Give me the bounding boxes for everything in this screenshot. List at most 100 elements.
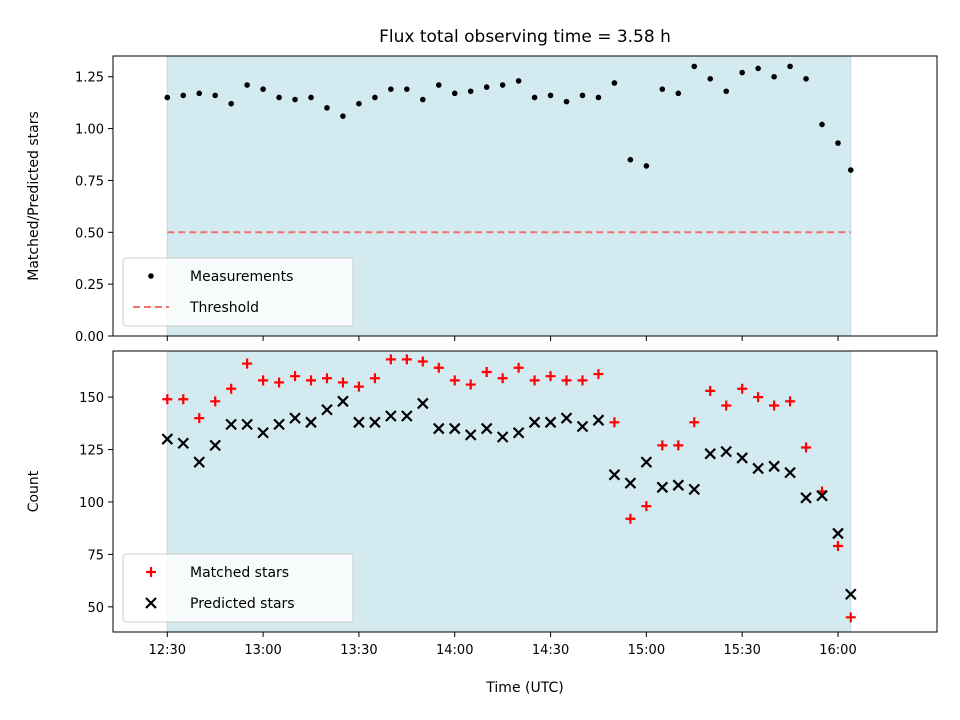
data-point xyxy=(832,527,844,540)
data-point xyxy=(689,417,700,428)
data-point xyxy=(656,481,669,494)
y-tick-label: 0.75 xyxy=(75,174,104,189)
y-tick-label: 150 xyxy=(79,391,104,406)
data-point xyxy=(306,375,317,386)
data-point xyxy=(787,63,793,70)
legend-label: Matched stars xyxy=(190,565,289,581)
data-point xyxy=(672,479,685,491)
data-point xyxy=(194,413,205,424)
data-point xyxy=(659,86,666,92)
data-point xyxy=(161,433,174,445)
data-point xyxy=(673,440,684,451)
data-point xyxy=(784,466,796,479)
data-point xyxy=(305,416,317,429)
data-point xyxy=(531,94,538,101)
data-point xyxy=(707,76,714,82)
data-point xyxy=(563,98,570,105)
data-point xyxy=(273,418,285,431)
data-point xyxy=(369,373,380,384)
series-measurements xyxy=(164,63,854,173)
data-point xyxy=(768,460,780,473)
data-point xyxy=(560,412,573,424)
data-point xyxy=(512,427,525,439)
data-point xyxy=(625,513,636,524)
y-tick-label: 1.25 xyxy=(75,71,104,86)
data-point xyxy=(464,429,477,441)
data-point xyxy=(274,377,285,388)
data-point xyxy=(595,94,602,101)
data-point xyxy=(785,396,796,407)
legend-box xyxy=(122,553,354,623)
data-point xyxy=(432,422,445,435)
data-point xyxy=(225,418,237,431)
data-point xyxy=(545,371,556,382)
data-point xyxy=(353,416,365,429)
data-point xyxy=(643,163,650,169)
data-point xyxy=(705,385,716,396)
legend-label: Threshold xyxy=(189,300,259,316)
data-point xyxy=(337,377,348,388)
data-point xyxy=(640,456,653,468)
data-point xyxy=(529,375,540,386)
data-point xyxy=(593,369,604,380)
data-point xyxy=(769,400,780,411)
data-point xyxy=(417,397,429,410)
data-point xyxy=(276,94,282,101)
data-point xyxy=(624,477,637,489)
data-point xyxy=(241,418,253,431)
data-point xyxy=(369,416,381,429)
data-point xyxy=(579,92,586,99)
data-point xyxy=(385,354,396,365)
y-tick-label: 0.00 xyxy=(75,330,104,345)
data-point xyxy=(404,86,410,92)
data-point xyxy=(832,541,843,552)
data-point xyxy=(800,492,812,504)
legend: Measurements Threshold xyxy=(122,257,354,327)
data-point xyxy=(433,362,444,373)
x-tick-label: 15:30 xyxy=(723,643,760,658)
data-point xyxy=(340,113,346,119)
data-point xyxy=(209,439,221,452)
data-point xyxy=(417,356,428,367)
data-point xyxy=(499,82,506,88)
data-point xyxy=(480,422,493,435)
data-point xyxy=(212,92,219,99)
data-point xyxy=(544,416,557,429)
data-point xyxy=(496,431,509,443)
data-point xyxy=(257,427,269,439)
data-point xyxy=(228,100,234,107)
data-point xyxy=(483,84,490,90)
data-point xyxy=(226,383,237,394)
data-point xyxy=(515,78,522,84)
data-point xyxy=(819,121,825,128)
y-tick-label: 100 xyxy=(79,496,104,511)
data-point xyxy=(577,375,588,386)
data-point xyxy=(308,94,314,101)
data-point xyxy=(720,445,732,458)
x-tick-label: 13:00 xyxy=(244,643,281,658)
data-point xyxy=(435,82,442,88)
x-tick-label: 14:30 xyxy=(532,643,569,658)
data-point xyxy=(675,90,682,97)
data-point xyxy=(467,88,474,95)
data-point xyxy=(196,90,203,97)
data-point xyxy=(451,90,458,97)
legend: Matched stars Predicted stars xyxy=(122,553,354,623)
data-point xyxy=(244,82,250,88)
y-axis-label: Matched/Predicted stars xyxy=(26,111,42,281)
data-point xyxy=(449,375,460,386)
x-tick-label: 12:30 xyxy=(149,643,186,658)
data-point xyxy=(657,440,668,451)
data-point xyxy=(736,452,748,464)
panel-2: 50 75 100 125 150 12:30 13:00 13:30 14:00 14:30 15… xyxy=(26,350,938,696)
legend-swatch xyxy=(145,597,157,609)
data-point xyxy=(844,588,857,601)
y-axis-label: Count xyxy=(26,470,42,512)
data-point xyxy=(356,100,362,107)
data-point xyxy=(388,86,394,92)
data-point xyxy=(321,373,332,384)
data-point xyxy=(337,395,349,408)
x-tick-label: 14:00 xyxy=(436,643,473,658)
data-point xyxy=(723,88,730,95)
data-point xyxy=(576,420,589,433)
